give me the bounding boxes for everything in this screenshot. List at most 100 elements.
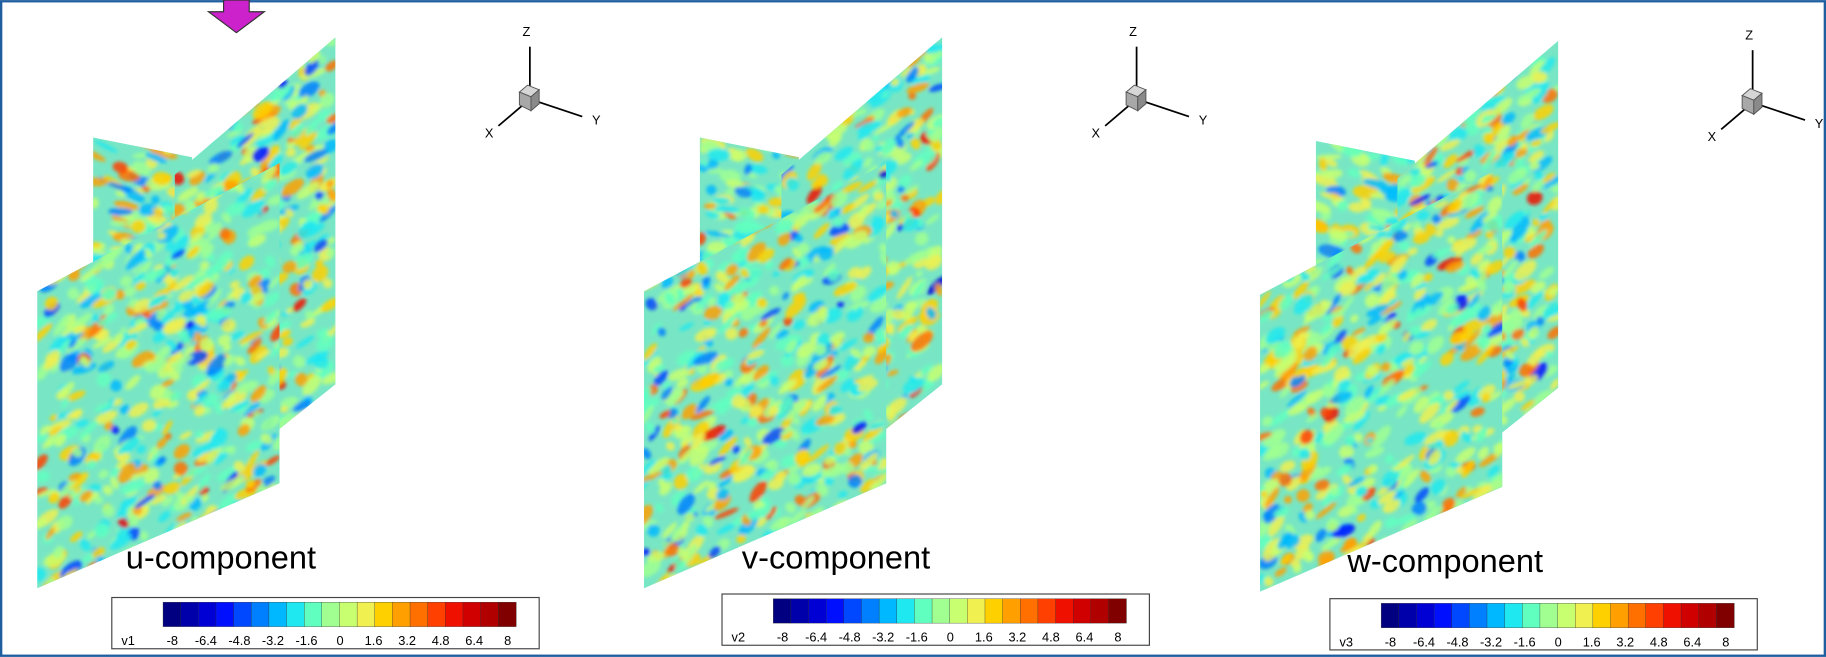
colorbar-swatch [251, 602, 269, 626]
colorbar-tick-label: -8 [167, 633, 178, 648]
colorbar-tick-label: -1.6 [295, 633, 317, 648]
colorbar-tick-label: 0 [1555, 634, 1562, 649]
colorbar-tick-label: -6.4 [805, 630, 827, 645]
colorbar-tick-label: -6.4 [195, 633, 217, 648]
colorbar-swatch [181, 602, 199, 626]
colorbar-swatch [773, 599, 791, 623]
colorbar-tick-label: -4.8 [1447, 634, 1469, 649]
colorbar-tick-label: 3.2 [1616, 634, 1634, 649]
colorbar-tick-label: -4.8 [839, 630, 861, 645]
colorbar-swatch [445, 602, 463, 626]
axis-label-y: Y [592, 113, 601, 128]
component-label: v-component [742, 538, 930, 575]
axis-label-z: Z [1129, 24, 1137, 39]
colorbar-tick-label: 6.4 [465, 633, 483, 648]
colorbar-swatch [1003, 599, 1021, 623]
colorbar-swatch [967, 599, 985, 623]
axis-label-y: Y [1815, 116, 1824, 131]
colorbar-swatch [1663, 603, 1681, 627]
colorbar-swatch [1628, 603, 1646, 627]
colorbar-swatch [216, 602, 234, 626]
colorbar-swatch [1593, 603, 1611, 627]
colorbar-swatch [809, 599, 827, 623]
colorbar-tick-label: -4.8 [228, 633, 250, 648]
axis-label-y: Y [1199, 113, 1208, 128]
colorbar: v3-8-6.4-4.8-3.2-1.601.63.24.86.48 [1330, 599, 1757, 650]
colorbar-swatch [1452, 603, 1470, 627]
colorbar-swatch [498, 602, 516, 626]
colorbar-swatch [844, 599, 862, 623]
colorbar-swatch [932, 599, 950, 623]
colorbar: v2 -8 -6.4 -4.8 -3.2 -1.6 0 1.6 3.2 4.8 6.4 8 [722, 594, 1149, 645]
colorbar-swatch [1399, 603, 1417, 627]
colorbar-tick-label: 8 [1722, 634, 1729, 649]
colorbar-tick-label: 4.8 [1650, 634, 1668, 649]
colorbar-tick-label: 0 [947, 630, 954, 645]
colorbar-tick-label: 8 [1114, 630, 1121, 645]
colorbar-swatch [163, 602, 181, 626]
colorbar-tick-label: 4.8 [432, 633, 450, 648]
colorbar-variable: v3 [1339, 634, 1353, 649]
colorbar-tick-label: -8 [1385, 634, 1396, 649]
colorbar-swatch [1487, 603, 1505, 627]
colorbar-swatch [234, 602, 252, 626]
colorbar-swatch [287, 602, 305, 626]
colorbar-swatch [1505, 603, 1523, 627]
colorbar-swatch [339, 602, 357, 626]
colorbar-tick-label: 6.4 [1076, 630, 1094, 645]
colorbar-swatch [1073, 599, 1091, 623]
colorbar-tick-label: 1.6 [975, 630, 993, 645]
colorbar-tick-label: -6.4 [1413, 634, 1435, 649]
colorbar-swatch [826, 599, 844, 623]
page: ZYXu-componentv1-8-6.4-4.8-3.2-1.601.63.… [0, 0, 1826, 657]
colorbar-tick-label: -8 [777, 630, 788, 645]
colorbar-swatch [1611, 603, 1629, 627]
colorbar-tick-label: -3.2 [872, 630, 894, 645]
colorbar-tick-label: 0 [336, 633, 343, 648]
colorbar-swatch [269, 602, 287, 626]
axis-label-z: Z [1745, 28, 1753, 43]
colorbar-swatch [198, 602, 216, 626]
colorbar-tick-label: 8 [504, 633, 511, 648]
colorbar: v1-8-6.4-4.8-3.2-1.601.63.24.86.48 [112, 598, 539, 649]
colorbar-swatch [897, 599, 915, 623]
colorbar-swatch [357, 602, 375, 626]
axis-label-x: X [485, 126, 494, 141]
colorbar-swatch [481, 602, 499, 626]
component-label: w-component [1346, 542, 1543, 579]
colorbar-tick-label: 3.2 [398, 633, 416, 648]
colorbar-swatch [410, 602, 428, 626]
colorbar-tick-label: -1.6 [1514, 634, 1536, 649]
axis-label-x: X [1092, 126, 1101, 141]
colorbar-swatch [375, 602, 393, 626]
colorbar-swatch [1575, 603, 1593, 627]
colorbar-tick-label: 6.4 [1683, 634, 1701, 649]
colorbar-swatch [1540, 603, 1558, 627]
colorbar-swatch [985, 599, 1003, 623]
colorbar-swatch [1681, 603, 1699, 627]
colorbar-swatch [1469, 603, 1487, 627]
colorbar-swatch [1434, 603, 1452, 627]
colorbar-swatch [879, 599, 897, 623]
axis-label-z: Z [522, 24, 530, 39]
colorbar-swatch [1038, 599, 1056, 623]
axis-label-x: X [1708, 129, 1717, 144]
colorbar-tick-label: 4.8 [1042, 630, 1060, 645]
colorbar-swatch [1716, 603, 1734, 627]
colorbar-swatch [322, 602, 340, 626]
component-label: u-component [126, 538, 316, 575]
colorbar-tick-label: 3.2 [1008, 630, 1026, 645]
colorbar-tick-label: 1.6 [1583, 634, 1601, 649]
colorbar-variable: v2 [732, 630, 746, 645]
colorbar-tick-label: -1.6 [906, 630, 928, 645]
colorbar-swatch [1522, 603, 1540, 627]
colorbar-tick-label: 1.6 [365, 633, 383, 648]
colorbar-swatch [861, 599, 879, 623]
colorbar-swatch [791, 599, 809, 623]
colorbar-swatch [1558, 603, 1576, 627]
colorbar-swatch [914, 599, 932, 623]
colorbar-tick-label: -3.2 [262, 633, 284, 648]
colorbar-swatch [950, 599, 968, 623]
colorbar-swatch [392, 602, 410, 626]
colorbar-swatch [1646, 603, 1664, 627]
